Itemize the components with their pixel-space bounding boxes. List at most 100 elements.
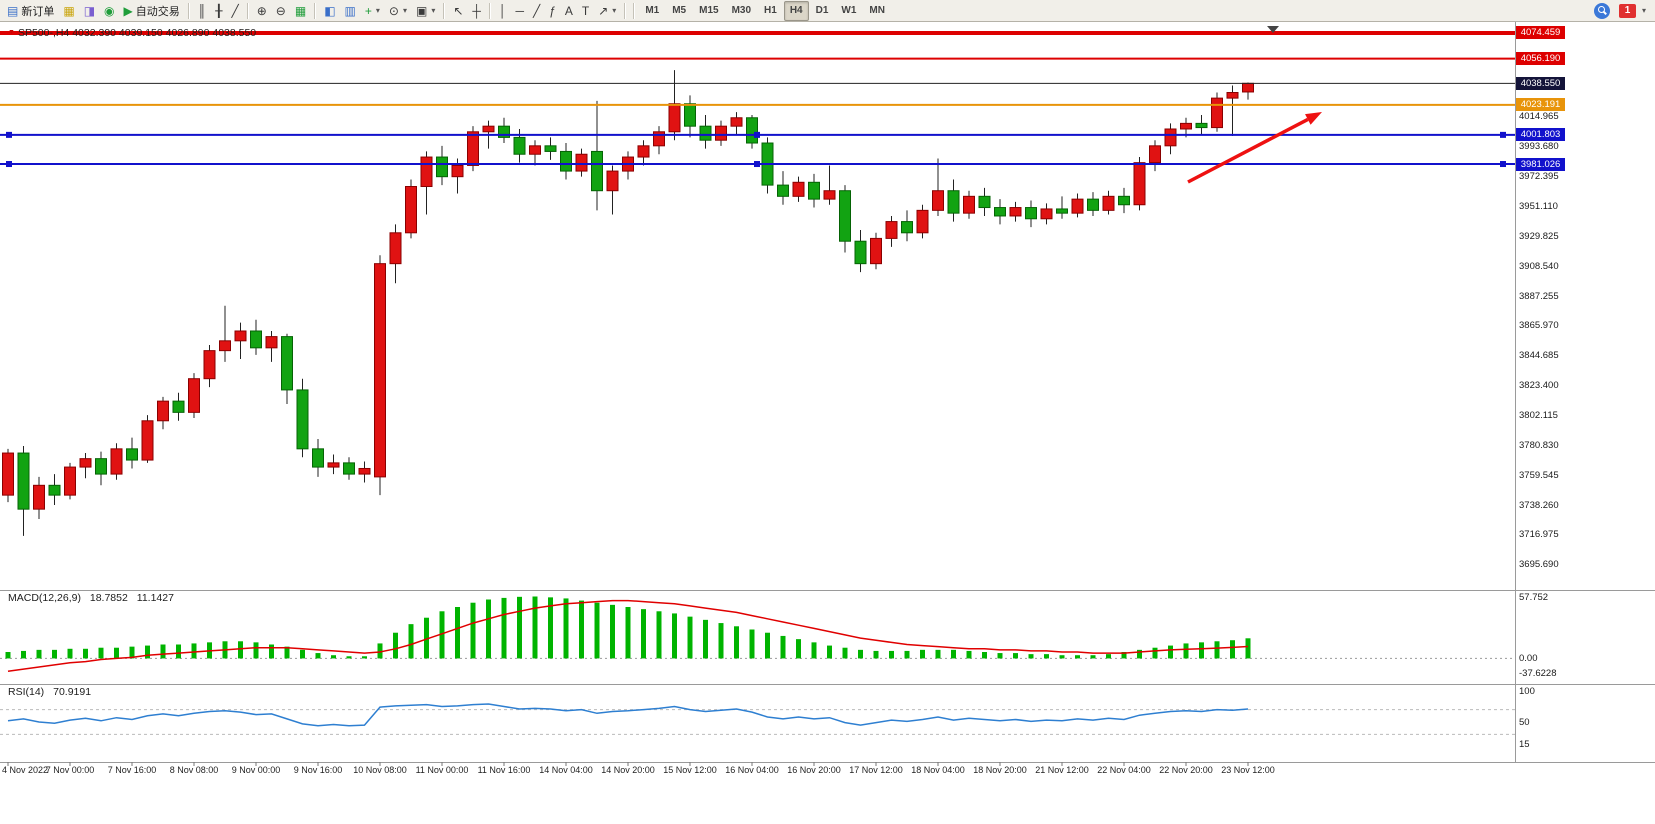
time-label: 17 Nov 12:00 [849,765,903,775]
line-handle[interactable] [1500,131,1506,138]
cascade-windows-icon: ◧ [324,3,336,18]
macd-histogram-bar [579,600,584,659]
price-label: 3695.690 [1519,559,1559,571]
cursor-button[interactable]: ↖ [449,1,467,21]
data-window-button[interactable]: ▥ [341,1,360,21]
timeframe-m1-button[interactable]: M1 [645,5,660,16]
horizontal-line-button[interactable]: ─ [511,1,528,21]
time-label: 11 Nov 00:00 [415,765,469,775]
macd-histogram-bar [98,647,104,659]
timeframe-mn-button[interactable]: MN [869,5,885,16]
macd-histogram-bar [176,644,181,659]
fibonacci-button[interactable]: ƒ [545,1,560,21]
macd-histogram-bar [408,624,414,659]
text-label-button[interactable]: T [578,1,593,21]
arrows-button[interactable]: ↗ ▾ [594,1,620,21]
dropdown-arrow-icon[interactable]: ▾ [1641,6,1646,15]
timeframe-h1-button[interactable]: H1 [764,5,777,16]
periods-button[interactable]: ⊙ ▾ [385,1,411,21]
snapshot-icon: ▣ [416,3,428,18]
auto-play-icon: ▶ [123,3,133,18]
candle-body [327,462,340,468]
timeframe-m15-button[interactable]: M15 [699,5,719,16]
text-button[interactable]: A [561,1,577,21]
timeframe-h4-button[interactable]: H4 [783,0,809,21]
horizontal-line-icon: ─ [515,3,524,18]
candle-body [1009,207,1022,217]
candle-body [389,232,402,265]
time-label: 22 Nov 20:00 [1159,765,1213,775]
new-order-icon: ▤ [7,3,19,18]
macd-histogram-bar [672,613,677,659]
candlestick-chart-button[interactable]: ╂ [211,1,226,21]
macd-histogram-bar [889,650,894,659]
timeframe-m5-button[interactable]: M5 [672,5,687,16]
chart-symbol-title: ▼ SP500-,H4 4032.390 4039.150 4026.890 40… [8,27,257,39]
price-line-label: 4038.550 [1516,76,1565,90]
candle-body [436,156,448,178]
indicators-button[interactable]: + ▾ [361,1,384,21]
macd-histogram-bar [935,649,941,659]
zoom-in-button[interactable]: ⊕ [253,1,271,21]
candle-body [281,336,293,391]
chart-shift-marker-icon [1267,26,1279,33]
fibonacci-icon: ƒ [549,3,556,18]
series-marker-icon: ▼ [8,29,15,36]
macd-histogram-bar [377,643,383,659]
candle-body [498,125,510,138]
timeframe-m30-button[interactable]: M30 [731,5,752,16]
zoom-out-button[interactable]: ⊖ [272,1,290,21]
auto-trading-button[interactable]: ▶ 自动交易 [120,1,184,21]
macd-histogram-bar [548,597,553,659]
candle-body [715,125,727,141]
trendline-button[interactable]: ╱ [529,1,544,21]
line-handle[interactable] [754,131,760,138]
notification-badge[interactable]: 1 [1618,3,1636,18]
new-order-button[interactable]: ▤ 新订单 [3,1,58,21]
crosshair-button[interactable]: ┼ [468,1,485,21]
profiles-button[interactable]: ◨ [80,1,99,21]
cascade-windows-button[interactable]: ◧ [320,1,339,21]
dropdown-arrow-icon: ▾ [431,6,436,15]
new-chart-button[interactable]: ▦ [59,1,78,21]
macd-histogram-bar [749,629,755,659]
search-button[interactable] [1590,1,1614,21]
candle-body [606,170,619,192]
candle-body [637,145,650,158]
tile-windows-button[interactable]: ▦ [291,1,310,21]
line-handle[interactable] [6,161,12,168]
line-chart-button[interactable]: ╱ [228,1,243,21]
crosshair-icon: ┼ [472,3,481,18]
candle-body [854,240,867,265]
macd-histogram-bar [455,607,460,659]
line-handle[interactable] [6,131,12,138]
bar-chart-button[interactable]: ║ [194,1,211,21]
vertical-line-button[interactable]: │ [495,1,511,21]
toolbar: ▤ 新订单 ▦ ◨ ◉ ▶ 自动交易 ║ ╂ ╱ ⊕ ⊖ ▦ ◧ ▥ + ▾ ⊙ ▾ ▣ ▾ ↖ ┼ │ ─ ╱ ƒ A T ↗ ▾ M1 M… [0,0,1655,22]
line-handle[interactable] [754,161,760,168]
macd-histogram-bar [253,642,259,659]
macd-histogram-bar [83,648,88,659]
line-handle[interactable] [1500,161,1506,168]
macd-histogram-bar [1152,647,1158,659]
candle-body [405,186,417,234]
macd-histogram-bar [718,623,724,659]
candle-body [1102,195,1115,211]
timeframe-w1-button[interactable]: W1 [841,5,857,16]
macd-histogram-bar [52,649,57,659]
macd-histogram-bar [873,650,879,659]
new-chart-icon: ▦ [63,3,75,18]
candle-body [467,131,479,166]
candle-body [932,190,944,211]
price-label: 3716.975 [1519,529,1559,541]
candle-body [978,195,991,209]
macd-histogram-bar [594,602,600,659]
candle-body [141,420,154,461]
market-watch-button[interactable]: ◉ [100,1,118,21]
trend-arrow-annotation[interactable] [1187,117,1309,184]
template-button[interactable]: ▣ ▾ [412,1,439,21]
time-label: 14 Nov 20:00 [601,765,655,775]
timeframe-d1-button[interactable]: D1 [815,5,829,16]
time-label: 10 Nov 08:00 [353,765,407,775]
